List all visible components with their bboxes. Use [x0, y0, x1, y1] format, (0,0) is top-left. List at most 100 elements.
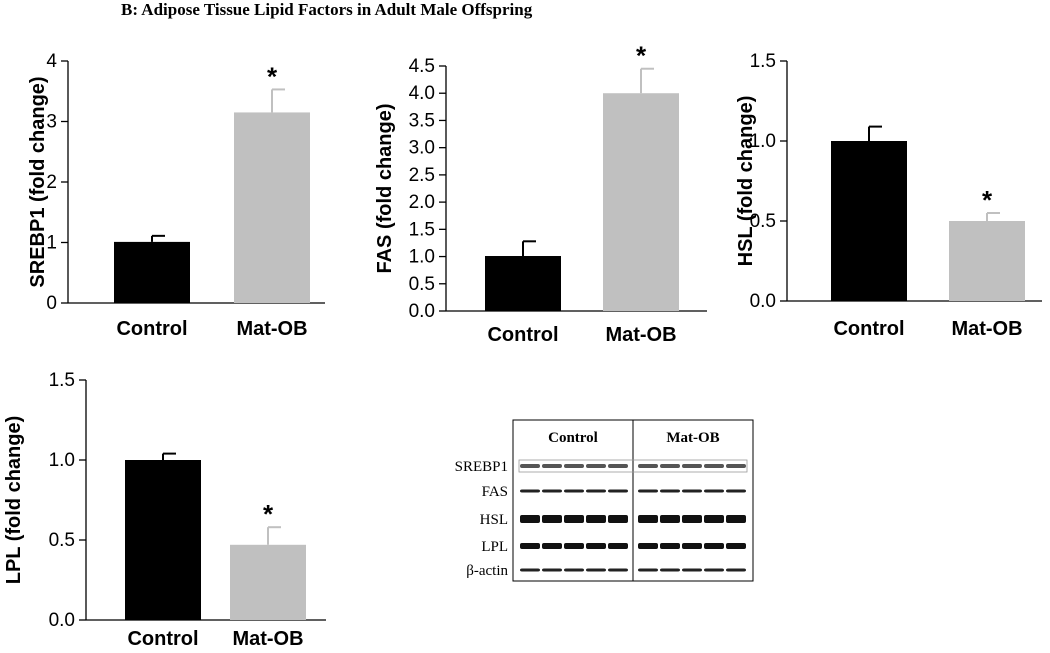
y-tick-label: 4.5 [409, 56, 435, 77]
y-tick-label: 1.0 [409, 247, 435, 268]
blot-band [704, 464, 724, 468]
blot-band [682, 568, 702, 572]
blot-band [520, 568, 540, 572]
blot-band [542, 464, 562, 468]
y-tick-label: 4.0 [409, 83, 435, 104]
significance-marker: * [636, 41, 647, 71]
blot-band [542, 568, 562, 572]
category-label: Control [833, 318, 904, 340]
category-label: Control [116, 318, 187, 340]
y-tick-label: 0.0 [409, 301, 435, 322]
y-tick-label: 1.0 [750, 131, 776, 152]
blot-band [608, 543, 628, 549]
blot-band [726, 489, 746, 493]
blot-row-label: SREBP1 [455, 459, 508, 475]
blot-group-label: Control [548, 430, 598, 446]
blot-band [638, 515, 658, 523]
blot-band [542, 543, 562, 549]
blot-band [586, 464, 606, 468]
y-tick-label: 2.0 [409, 192, 435, 213]
blot-band [704, 489, 724, 493]
blot-band [586, 489, 606, 493]
blot-band [520, 515, 540, 523]
blot-band [660, 543, 680, 549]
blot-band [704, 515, 724, 523]
chart-2: 0.0 0.5 1.0 1.5 2.0 2.5 3.0 3.5 4.0 4.5 FAS (fold … [374, 41, 707, 346]
western-blot: Control Mat-OB SREBP1 FAS HSL LPL β-actin [455, 419, 754, 582]
blot-row-label: HSL [480, 512, 508, 528]
y-tick-label: 0.0 [49, 610, 75, 631]
blot-band [660, 568, 680, 572]
category-label: Control [487, 324, 558, 346]
blot-band [542, 515, 562, 523]
blot-row-label: β-actin [466, 563, 508, 579]
blot-group-label: Mat-OB [666, 430, 719, 446]
chart-4: 0.0 0.5 1.0 1.5 LPL (fold change) Control * Mat… [3, 370, 326, 650]
y-tick-label: 3 [46, 112, 57, 133]
blot-band [608, 568, 628, 572]
y-tick-label: 0.5 [49, 530, 75, 551]
significance-marker: * [263, 499, 274, 529]
y-tick-label: 3.5 [409, 110, 435, 131]
blot-band [586, 568, 606, 572]
y-tick-label: 1.5 [49, 370, 75, 391]
blot-band [564, 515, 584, 523]
bar-mat-ob [949, 221, 1025, 301]
blot-band [682, 515, 702, 523]
blot-band [564, 543, 584, 549]
blot-band [638, 489, 658, 493]
bar-mat-ob [234, 112, 310, 303]
significance-marker: * [267, 61, 278, 91]
y-tick-label: 0 [46, 293, 57, 314]
category-label: Control [127, 628, 198, 650]
bar-mat-ob [603, 93, 679, 311]
blot-band [660, 464, 680, 468]
blot-band [586, 515, 606, 523]
blot-band [564, 568, 584, 572]
blot-band [608, 464, 628, 468]
blot-band [608, 489, 628, 493]
y-tick-label: 1.5 [409, 219, 435, 240]
figure-title: B: Adipose Tissue Lipid Factors in Adult… [121, 0, 533, 19]
blot-band [660, 489, 680, 493]
y-tick-label: 4 [46, 51, 57, 72]
blot-band [682, 464, 702, 468]
blot-band [704, 543, 724, 549]
blot-band [704, 568, 724, 572]
blot-band [638, 464, 658, 468]
category-label: Mat-OB [605, 324, 676, 346]
blot-band [608, 515, 628, 523]
y-tick-label: 0.5 [409, 274, 435, 295]
blot-band [726, 543, 746, 549]
category-label: Mat-OB [232, 628, 303, 650]
category-label: Mat-OB [951, 318, 1022, 340]
blot-row-label: LPL [481, 539, 508, 555]
bar-control [485, 256, 561, 311]
y-tick-label: 1 [46, 233, 57, 254]
bar-mat-ob [230, 544, 306, 620]
y-tick-label: 1.0 [49, 450, 75, 471]
bar-control [125, 460, 201, 620]
chart-1: 0 1 2 3 4 SREBP1 (fold change) Control * Mat-OB [27, 51, 325, 340]
chart-3: 0.0 0.5 1.0 1.5 HSL (fold change) Control * Mat… [735, 51, 1042, 340]
y-tick-label: 3.0 [409, 138, 435, 159]
blot-band [638, 543, 658, 549]
blot-band [638, 568, 658, 572]
blot-band [520, 464, 540, 468]
category-label: Mat-OB [236, 318, 307, 340]
y-axis-label: FAS (fold change) [374, 104, 396, 274]
blot-band [726, 464, 746, 468]
blot-band [726, 515, 746, 523]
blot-band [520, 543, 540, 549]
y-axis-label: HSL (fold change) [735, 96, 757, 267]
y-tick-label: 2 [46, 172, 57, 193]
y-axis-label: SREBP1 (fold change) [27, 76, 49, 287]
blot-band [682, 543, 702, 549]
y-axis-label: LPL (fold change) [3, 416, 25, 585]
blot-band [682, 489, 702, 493]
blot-band [564, 489, 584, 493]
bar-control [831, 141, 907, 301]
y-tick-label: 0.0 [750, 291, 776, 312]
bar-control [114, 241, 190, 303]
blot-band [586, 543, 606, 549]
